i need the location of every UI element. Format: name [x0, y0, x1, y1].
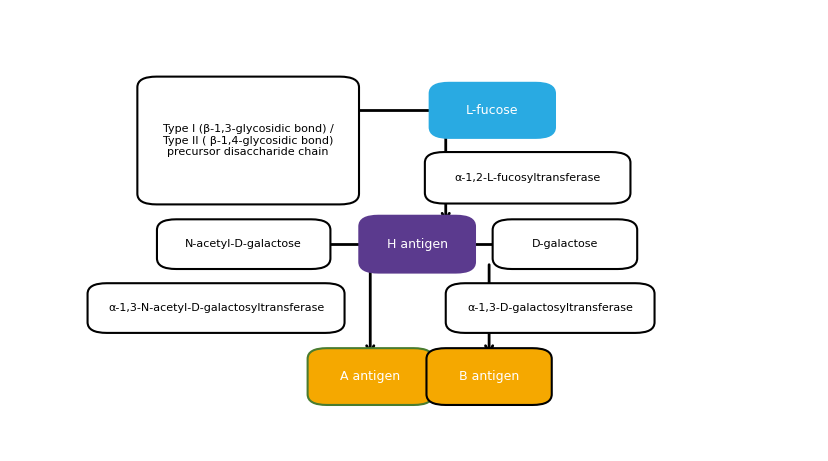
Text: B antigen: B antigen: [459, 370, 518, 383]
FancyBboxPatch shape: [359, 216, 474, 272]
Text: α-1,3-D-galactosyltransferase: α-1,3-D-galactosyltransferase: [467, 303, 633, 313]
FancyBboxPatch shape: [156, 219, 330, 269]
FancyBboxPatch shape: [426, 348, 551, 405]
FancyBboxPatch shape: [429, 83, 554, 138]
FancyBboxPatch shape: [445, 283, 654, 333]
FancyBboxPatch shape: [424, 152, 630, 203]
FancyBboxPatch shape: [88, 283, 344, 333]
Text: A antigen: A antigen: [339, 370, 400, 383]
Text: D-galactose: D-galactose: [531, 239, 597, 249]
Text: α-1,3-N-acetyl-D-galactosyltransferase: α-1,3-N-acetyl-D-galactosyltransferase: [108, 303, 324, 313]
Text: H antigen: H antigen: [386, 238, 447, 251]
Text: α-1,2-L-fucosyltransferase: α-1,2-L-fucosyltransferase: [454, 173, 600, 183]
Text: Type I (β-1,3-glycosidic bond) /
Type II ( β-1,4-glycosidic bond)
precursor disa: Type I (β-1,3-glycosidic bond) / Type II…: [162, 124, 333, 157]
FancyBboxPatch shape: [492, 219, 637, 269]
Text: N-acetyl-D-galactose: N-acetyl-D-galactose: [185, 239, 301, 249]
FancyBboxPatch shape: [137, 77, 359, 204]
FancyBboxPatch shape: [307, 348, 432, 405]
Text: L-fucose: L-fucose: [465, 104, 518, 117]
